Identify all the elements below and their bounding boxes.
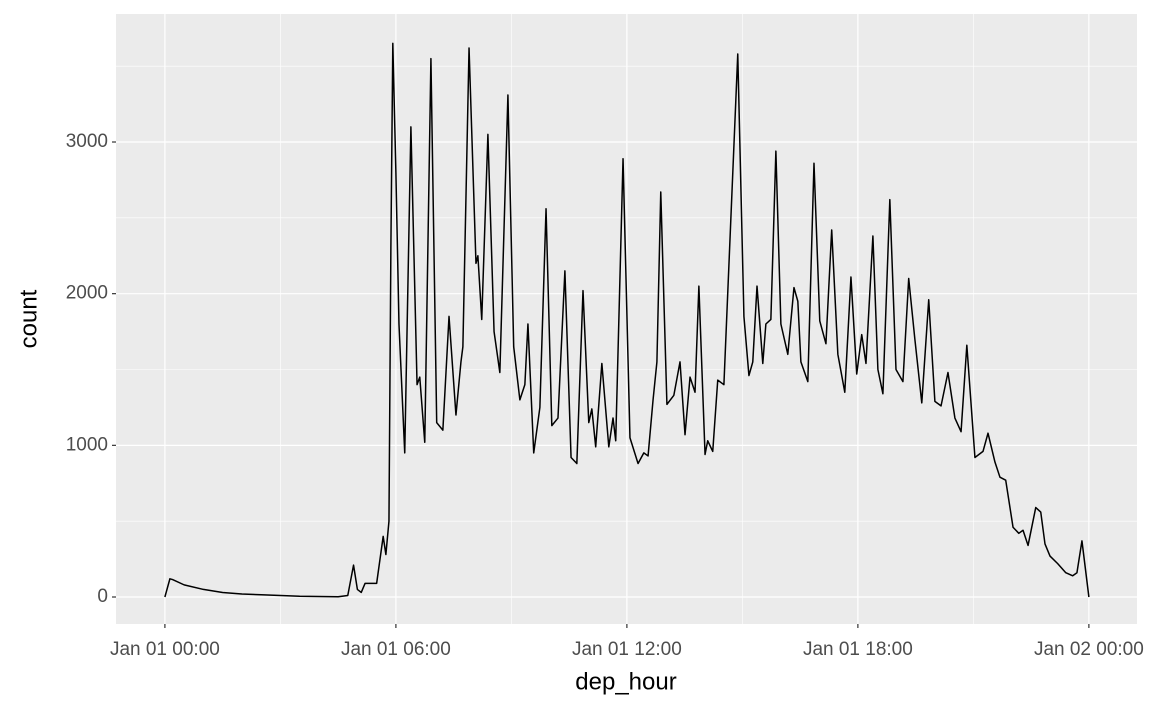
x-axis-title: dep_hour <box>575 668 676 695</box>
y-tick-label: 1000 <box>66 434 108 455</box>
x-tick-label: Jan 01 06:00 <box>341 639 451 660</box>
y-tick-label: 2000 <box>66 283 108 304</box>
y-axis-title: count <box>15 289 42 348</box>
x-tick-label: Jan 01 00:00 <box>110 639 220 660</box>
y-tick-label: 3000 <box>66 131 108 152</box>
data-line <box>164 42 1090 598</box>
y-tick-label: 0 <box>97 586 108 607</box>
x-tick-label: Jan 02 00:00 <box>1034 639 1144 660</box>
x-tick-label: Jan 01 12:00 <box>572 639 682 660</box>
x-tick-label: Jan 01 18:00 <box>803 639 913 660</box>
